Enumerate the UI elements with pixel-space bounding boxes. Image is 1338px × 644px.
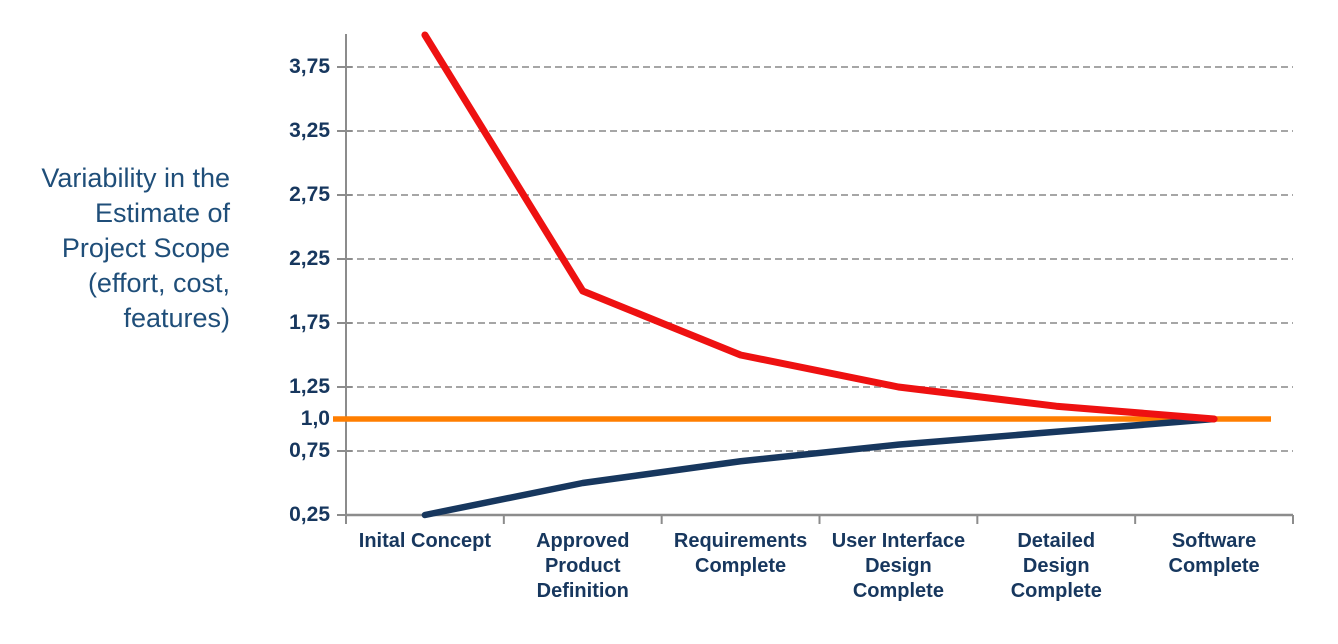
lower-bound-line xyxy=(421,415,1218,519)
y-tick-label: 2,75 xyxy=(289,183,330,206)
x-category-label-line: Complete xyxy=(1010,580,1102,602)
y-tick-label: 2,25 xyxy=(289,247,330,270)
y-tick-label: 0,75 xyxy=(289,439,330,462)
y-axis-title-line: features) xyxy=(123,303,230,333)
x-category-label: Approved Product Definition xyxy=(504,529,662,604)
x-category-label-line: User Interface xyxy=(831,530,966,552)
x-category-label: Inital Concept xyxy=(346,529,504,554)
y-tick-label: 1,75 xyxy=(289,311,330,334)
x-category-label-line: Complete xyxy=(695,555,787,577)
y-axis-title-line: (effort, cost, xyxy=(87,268,230,298)
y-axis-title-line: Project Scope xyxy=(61,233,230,263)
y-tick-label: 3,25 xyxy=(289,119,330,142)
y-tick-label: 1,25 xyxy=(289,375,330,398)
x-category-label-line: Detailed xyxy=(1017,530,1096,552)
x-category-label: Detailed Design Complete xyxy=(977,529,1135,604)
upper-bound-line xyxy=(421,31,1218,423)
x-category-label-line: Product xyxy=(544,555,621,577)
y-axis-title: Variability in the Estimate of Project Sco… xyxy=(0,161,230,336)
x-category-label-line: Design xyxy=(865,555,932,577)
x-category-label-line: Complete xyxy=(852,580,944,602)
x-category-label-line: Complete xyxy=(1168,555,1260,577)
y-axis-title-line: Variability in the xyxy=(41,163,230,193)
x-category-label: Requirements Complete xyxy=(662,529,820,579)
x-category-label-line: Software xyxy=(1171,530,1257,552)
x-category-label-line: Design xyxy=(1022,555,1090,577)
y-tick-label: 3,75 xyxy=(289,55,330,78)
x-category-label-line: Definition xyxy=(536,580,629,602)
x-category-label: Software Complete xyxy=(1135,529,1293,579)
y-axis-title-line: Estimate of xyxy=(94,198,230,228)
y-tick-label: 1,0 xyxy=(300,407,330,430)
x-category-label-line: Requirements xyxy=(673,530,808,552)
x-category-label-line: Inital Concept xyxy=(358,530,492,552)
x-category-label-line: Approved xyxy=(536,530,630,552)
y-tick-label: 0,25 xyxy=(289,503,330,526)
x-category-label: User Interface Design Complete xyxy=(819,529,977,604)
